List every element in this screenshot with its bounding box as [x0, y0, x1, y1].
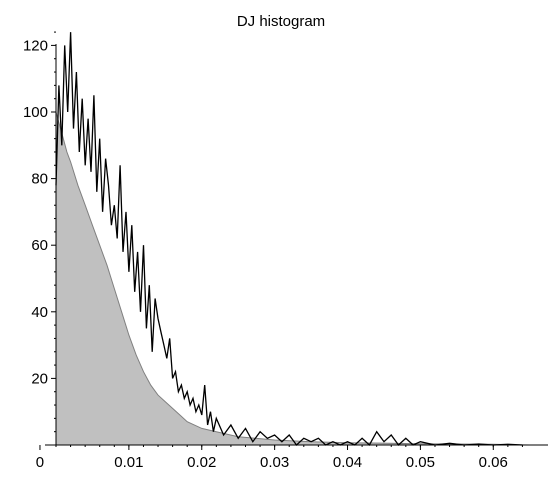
x-tick-label: 0.06: [479, 454, 508, 471]
y-tick-label: 60: [31, 237, 48, 254]
axes: 0 0.01 0.02 0.03 0.04 0.05 0.06 20 40 60 80 100 120: [23, 31, 548, 471]
x-tick-label: 0.03: [260, 454, 289, 471]
x-tick-label: 0.04: [333, 454, 362, 471]
x-tick-label: 0.02: [187, 454, 216, 471]
y-tick-label: 40: [31, 304, 48, 321]
x-tick-label: 0.05: [406, 454, 435, 471]
y-tick-label: 20: [31, 370, 48, 387]
x-tick-label: 0: [36, 454, 44, 471]
plot-area: [55, 32, 530, 447]
y-tick-label: 100: [23, 104, 48, 121]
histogram-line-series: [55, 32, 523, 447]
chart-title: DJ histogram: [237, 13, 325, 30]
y-tick-label: 120: [23, 37, 48, 54]
y-tick-label: 80: [31, 171, 48, 188]
filled-area-series: [55, 111, 530, 446]
x-tick-label: 0.01: [114, 454, 143, 471]
